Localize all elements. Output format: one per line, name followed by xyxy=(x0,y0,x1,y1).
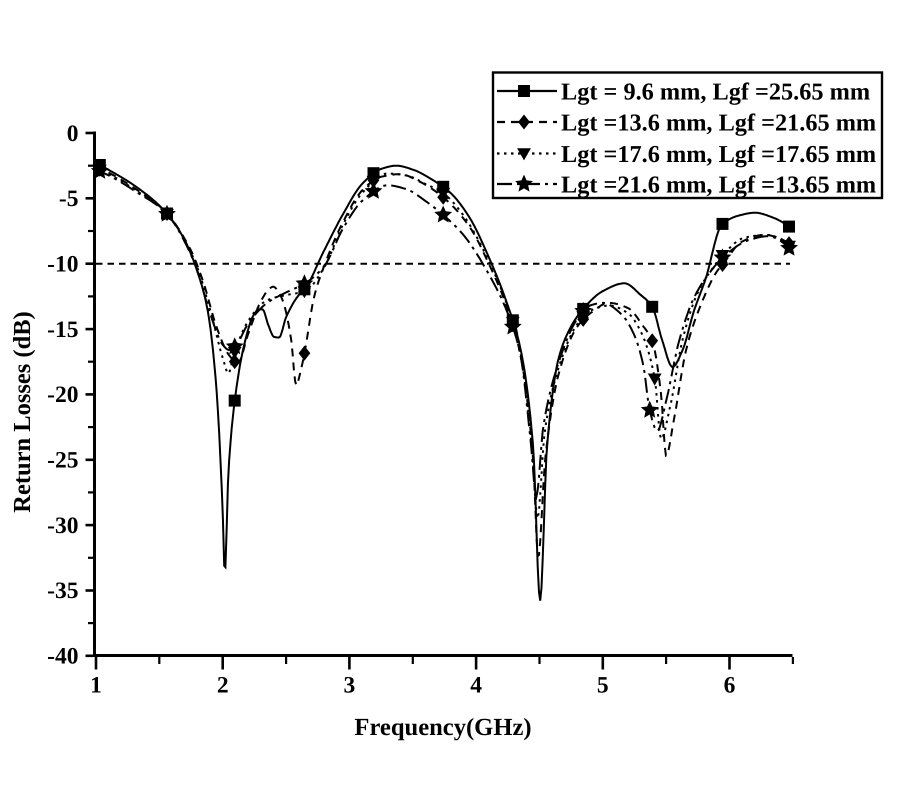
svg-text:Lgt = 9.6 mm, Lgf =25.65 mm: Lgt = 9.6 mm, Lgf =25.65 mm xyxy=(561,78,870,105)
svg-text:Frequency(GHz): Frequency(GHz) xyxy=(354,714,531,741)
svg-text:Lgt =13.6 mm, Lgf =21.65 mm: Lgt =13.6 mm, Lgf =21.65 mm xyxy=(561,109,876,136)
svg-text:-30: -30 xyxy=(47,513,78,539)
svg-text:5: 5 xyxy=(597,673,609,699)
svg-text:2: 2 xyxy=(217,673,229,699)
svg-text:-40: -40 xyxy=(47,644,78,670)
svg-text:Lgt =17.6 mm, Lgf =17.65 mm: Lgt =17.6 mm, Lgf =17.65 mm xyxy=(561,141,876,168)
svg-text:6: 6 xyxy=(724,673,736,699)
svg-text:-20: -20 xyxy=(47,382,78,408)
svg-text:3: 3 xyxy=(344,673,356,699)
svg-text:1: 1 xyxy=(90,673,102,699)
svg-text:-15: -15 xyxy=(47,317,78,343)
svg-text:-5: -5 xyxy=(59,186,79,212)
svg-text:-25: -25 xyxy=(47,448,78,474)
svg-text:Lgt =21.6 mm, Lgf =13.65 mm: Lgt =21.6 mm, Lgf =13.65 mm xyxy=(561,171,876,198)
svg-text:Return Losses (dB): Return Losses (dB) xyxy=(9,311,36,512)
svg-text:4: 4 xyxy=(470,673,482,699)
svg-text:0: 0 xyxy=(67,121,79,147)
svg-text:-35: -35 xyxy=(47,578,78,604)
svg-text:-10: -10 xyxy=(47,252,78,278)
